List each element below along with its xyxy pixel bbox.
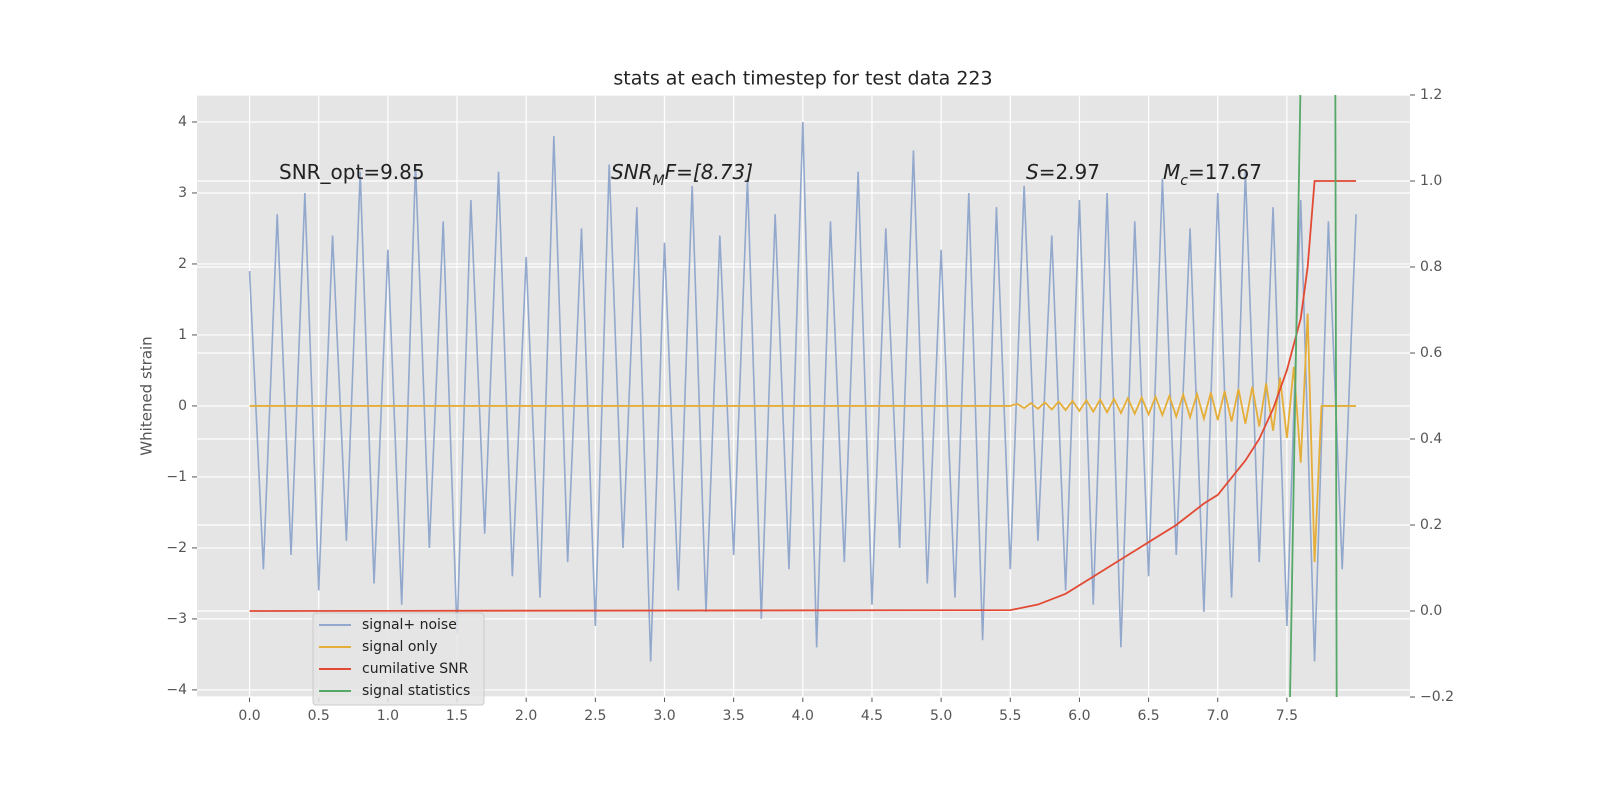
x-tick-label: 5.5	[999, 708, 1021, 724]
plot-area	[197, 95, 1410, 697]
y-tick-label: 3	[178, 185, 187, 201]
legend-label: cumilative SNR	[362, 661, 469, 677]
annotation: SNR_opt=9.85	[279, 160, 425, 184]
legend-label: signal statistics	[362, 683, 470, 699]
y-tick-label: 1	[178, 327, 187, 343]
x-tick-label: 3.0	[653, 708, 675, 724]
y-tick-label: −3	[166, 611, 187, 627]
series-line	[1289, 95, 1338, 697]
x-tick-label: 0.5	[308, 708, 330, 724]
x-tick-label: 4.5	[861, 708, 883, 724]
x-tick-label: 6.5	[1137, 708, 1159, 724]
legend: signal+ noise signal only cumilative SNR si…	[312, 612, 485, 706]
y2-tick-label: 0.8	[1420, 259, 1442, 275]
annotation-tail: F=[8.73]	[665, 160, 753, 184]
y2-tick-label: −0.2	[1420, 689, 1454, 705]
annotation-text: SNR_opt=9.85	[279, 160, 425, 184]
y-tick-label: 2	[178, 256, 187, 272]
y2-tick-label: 0.2	[1420, 517, 1442, 533]
legend-label: signal+ noise	[362, 617, 457, 633]
x-tick-label: 6.0	[1068, 708, 1090, 724]
x-tick-label: 7.0	[1207, 708, 1229, 724]
series-line	[249, 180, 1357, 612]
series-line	[248, 121, 1357, 662]
y-tick-label: 0	[178, 398, 187, 414]
y-tick-label: −1	[166, 469, 187, 485]
annotation: S=2.97	[1026, 160, 1100, 184]
annotation-sub: c	[1180, 173, 1188, 189]
y2-tick-label: 1.2	[1420, 87, 1442, 103]
annotation-tail: =17.67	[1188, 160, 1262, 184]
annotation-text: M	[1163, 160, 1180, 184]
x-tick-label: 2.0	[515, 708, 537, 724]
y2-tick-label: 1.0	[1420, 173, 1442, 189]
x-tick-label: 1.0	[377, 708, 399, 724]
annotation-tail: =2.97	[1039, 160, 1100, 184]
y2-tick-label: 0.0	[1420, 603, 1442, 619]
annotation-text: SNR	[611, 160, 653, 184]
annotation: Mc=17.67	[1163, 160, 1262, 190]
chart-title: stats at each timestep for test data 223	[613, 68, 992, 90]
x-tick-label: 4.0	[792, 708, 814, 724]
series-line	[249, 313, 1357, 563]
x-tick-label: 2.5	[584, 708, 606, 724]
x-tick-label: 7.5	[1276, 708, 1298, 724]
x-tick-label: 1.5	[446, 708, 468, 724]
y-axis-label: Whitened strain	[138, 336, 156, 455]
y-tick-label: −4	[166, 682, 187, 698]
legend-box	[312, 612, 485, 706]
annotation: SNRMF=[8.73]	[611, 160, 753, 190]
x-tick-label: 5.0	[930, 708, 952, 724]
legend-label: signal only	[362, 639, 437, 655]
y-tick-label: −2	[166, 540, 187, 556]
y2-tick-label: 0.4	[1420, 431, 1442, 447]
y-tick-label: 4	[178, 114, 187, 130]
x-tick-label: 0.0	[238, 708, 260, 724]
x-tick-label: 3.5	[723, 708, 745, 724]
annotation-sub: M	[653, 173, 665, 189]
y2-tick-label: 0.6	[1420, 345, 1442, 361]
annotation-text: S	[1026, 160, 1039, 184]
